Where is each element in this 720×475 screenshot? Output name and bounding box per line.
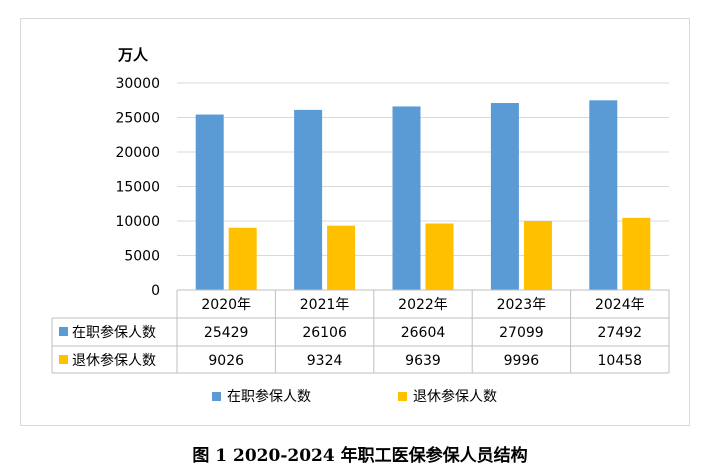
- y-tick-label: 5000: [124, 249, 160, 265]
- y-tick-label: 15000: [115, 180, 160, 196]
- data-label: 9324: [307, 353, 343, 369]
- bar-active: [589, 100, 618, 290]
- table-series-name: 退休参保人数: [72, 352, 156, 369]
- x-category-label: 2024年: [595, 297, 645, 313]
- bar-retired: [622, 217, 651, 290]
- y-tick-label: 0: [151, 283, 160, 299]
- y-tick-label: 10000: [115, 214, 160, 230]
- bar-retired: [425, 223, 454, 290]
- legend-label-active: 在职参保人数: [227, 389, 311, 405]
- data-label: 27099: [499, 325, 544, 341]
- table-series-swatch: [59, 355, 68, 364]
- legend: 在职参保人数 退休参保人数: [0, 386, 720, 408]
- bar-active: [490, 103, 519, 290]
- data-label: 26604: [401, 325, 446, 341]
- legend-label-retired: 退休参保人数: [413, 389, 497, 405]
- y-axis-unit-label: 万人: [118, 46, 149, 64]
- table-series-swatch: [59, 327, 68, 336]
- bar-retired: [523, 221, 552, 290]
- bar-active: [392, 106, 421, 290]
- y-tick-label: 20000: [115, 145, 160, 161]
- data-label: 9639: [405, 353, 441, 369]
- x-category-label: 2020年: [201, 297, 251, 313]
- legend-item-retired: 退休参保人数: [398, 386, 497, 406]
- data-label: 26106: [302, 325, 347, 341]
- data-label: 9996: [504, 353, 540, 369]
- table-series-name: 在职参保人数: [72, 324, 156, 341]
- bar-active: [195, 114, 224, 290]
- bar-retired: [327, 225, 356, 290]
- y-tick-label: 25000: [115, 111, 160, 127]
- x-category-label: 2022年: [398, 297, 448, 313]
- data-label: 9026: [208, 353, 244, 369]
- legend-item-active: 在职参保人数: [212, 386, 311, 406]
- data-label: 27492: [598, 325, 643, 341]
- legend-swatch-active: [212, 391, 221, 401]
- x-category-label: 2021年: [300, 297, 350, 313]
- data-label: 10458: [598, 353, 643, 369]
- figure-caption: 图 1 2020-2024 年职工医保参保人员结构: [192, 446, 528, 466]
- bar-active: [294, 109, 323, 291]
- x-category-label: 2023年: [497, 297, 547, 313]
- data-label: 25429: [204, 325, 249, 341]
- y-tick-label: 30000: [115, 76, 160, 92]
- legend-swatch-retired: [398, 391, 407, 401]
- bar-retired: [228, 227, 257, 290]
- chart-frame: [20, 18, 690, 426]
